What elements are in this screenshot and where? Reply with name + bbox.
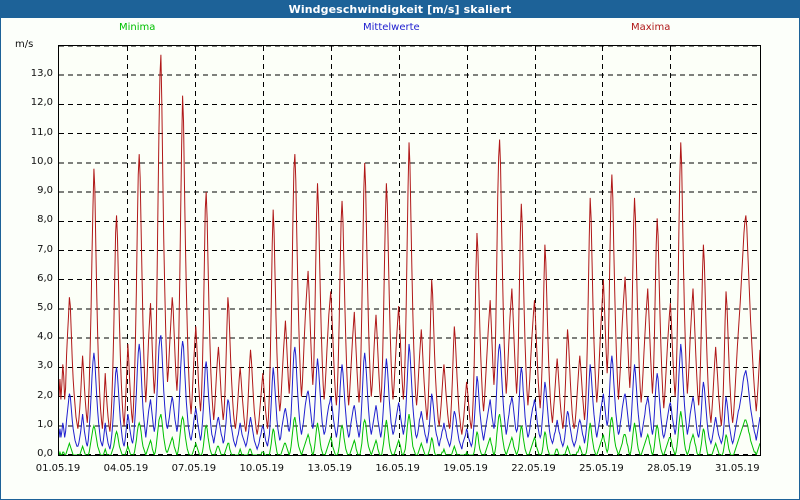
- plot-canvas: [58, 45, 761, 456]
- legend-item-maxima: Maxima: [631, 22, 671, 33]
- x-axis-tick: 13.05.19: [307, 463, 352, 474]
- y-axis-tick: 0,0: [37, 448, 53, 459]
- x-axis-tick: 16.05.19: [375, 463, 420, 474]
- y-axis-tick: 6,0: [37, 272, 53, 284]
- x-axis-tick: 22.05.19: [511, 463, 556, 474]
- window-title-bar: Windgeschwindigkeit [m/s] skaliert: [1, 1, 799, 18]
- y-axis-tick: 1,0: [37, 418, 53, 430]
- chart-legend: Minima Mittelwerte Maxima: [1, 20, 799, 36]
- y-axis-tick: 3,0: [37, 360, 53, 372]
- y-axis-tick: 7,0: [37, 243, 53, 255]
- legend-item-mittelwerte: Mittelwerte: [363, 22, 420, 33]
- y-axis-tick-labels: 0,0 1,0 2,0 3,0 4,0 5,0 6,0 7,0 8,0 9,0 10,0 11,0 12…: [1, 45, 53, 459]
- x-axis-tick-labels: 01.05.19 04.05.19 07.05.19 10.05.19 13.05.19…: [1, 463, 799, 479]
- chart-svg: [59, 46, 760, 455]
- y-axis-tick: 9,0: [37, 185, 53, 197]
- plot-area: [58, 45, 761, 456]
- y-axis-tick: 2,0: [37, 389, 53, 401]
- y-axis-tick: 13,0: [30, 68, 53, 80]
- y-axis-tick: 8,0: [37, 214, 53, 226]
- y-axis-tick: 12,0: [30, 97, 53, 109]
- x-axis-tick: 28.05.19: [647, 463, 692, 474]
- x-axis-tick: 19.05.19: [443, 463, 488, 474]
- legend-item-minima: Minima: [119, 22, 156, 33]
- y-axis-tick: 5,0: [37, 301, 53, 313]
- y-axis-unit-label: m/s: [15, 39, 34, 50]
- x-axis-tick: 07.05.19: [171, 463, 217, 474]
- x-axis-tick: 25.05.19: [579, 463, 624, 474]
- y-axis-tick: 10,0: [30, 155, 53, 167]
- x-axis-tick: 10.05.19: [239, 463, 285, 474]
- y-axis-tick: 4,0: [37, 331, 53, 343]
- y-axis-tick: 11,0: [30, 126, 53, 138]
- x-axis-tick: 01.05.19: [35, 463, 81, 474]
- page-title: Windgeschwindigkeit [m/s] skaliert: [288, 3, 512, 16]
- x-axis-tick: 31.05.19: [715, 463, 760, 474]
- x-axis-tick: 04.05.19: [103, 463, 149, 474]
